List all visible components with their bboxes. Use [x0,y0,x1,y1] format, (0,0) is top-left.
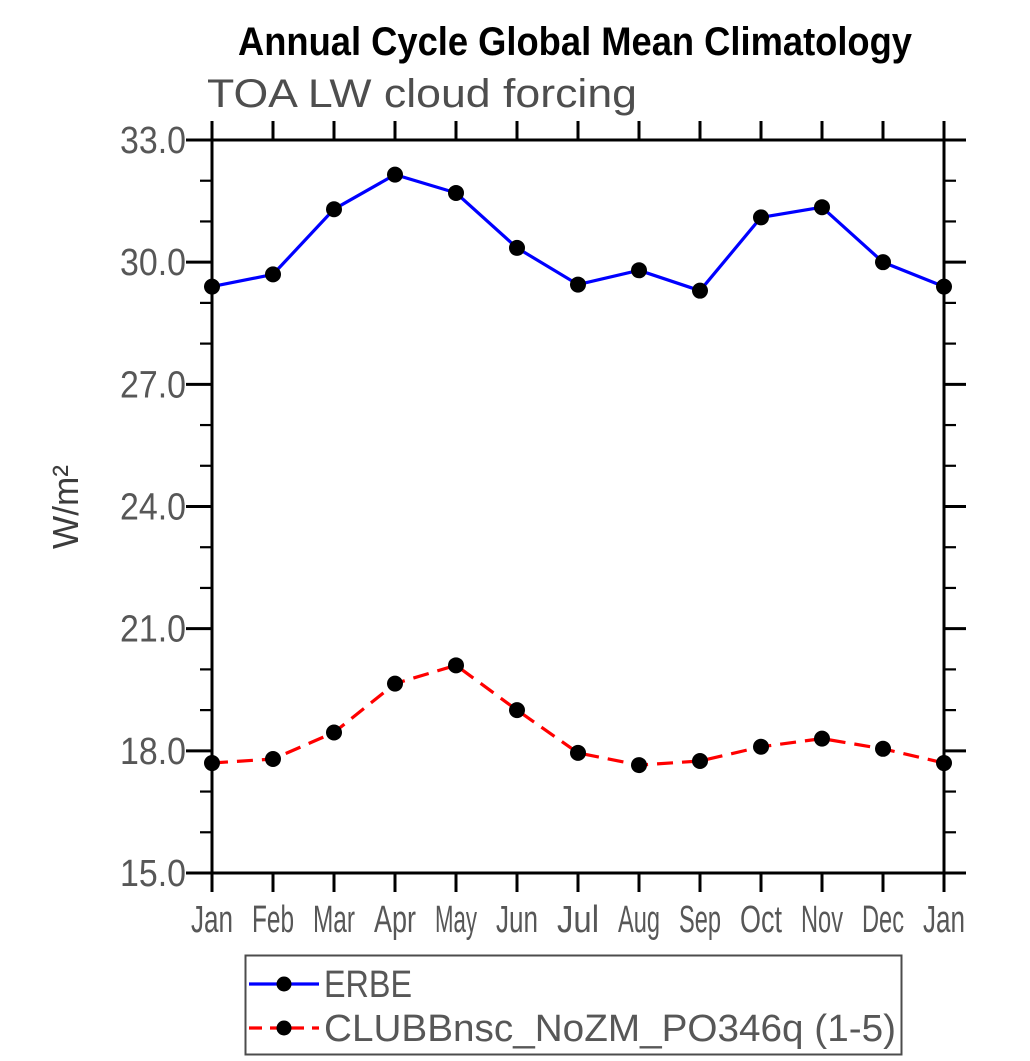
erbe-marker [326,201,342,218]
x-tick-label: Sep [679,899,721,941]
clubb-marker [753,738,769,755]
legend-marker-dot [276,976,292,992]
erbe-marker [387,166,403,183]
legend-entry: ERBE [249,964,412,1006]
legend-label: CLUBBnsc_NoZM_PO346q (1-5) [324,1008,896,1050]
plot-area: 15.0 18.0 21.0 24.0 27.0 30.0 33.0 Jan Feb Mar Apr… [120,120,966,941]
clubb-marker [265,750,281,767]
x-tick-label: Oct [740,899,782,941]
plot-frame [210,138,946,875]
legend-entry: CLUBBnsc_NoZM_PO346q (1-5) [249,1008,896,1050]
x-tick-label: Mar [313,899,355,941]
erbe-line [211,172,945,293]
erbe-marker [631,262,647,279]
erbe-marker [692,282,708,299]
chart-title: Annual Cycle Global Mean Climatology [238,20,913,64]
x-tick-label: Jun [496,899,538,941]
y-tick-label: 30.0 [120,242,186,284]
erbe-marker [936,278,952,295]
x-tick-label: May [435,899,477,941]
x-tick-label: Aug [618,899,660,941]
erbe-marker [753,209,769,226]
y-tick-label: 33.0 [120,120,186,162]
clubb-marker [204,755,220,772]
legend-box [244,954,903,1056]
x-tick-label: Feb [252,899,294,941]
legend-label: ERBE [324,964,412,1006]
clubb-marker [326,724,342,741]
erbe-marker [875,254,891,271]
chart-subtitle: TOA LW cloud forcing [207,72,637,116]
x-tick-label: Jul [557,899,599,941]
erbe-marker [265,266,281,283]
clubb-marker [814,730,830,747]
x-tick-label: Jan [191,899,233,941]
legend-marker-dot [276,1020,292,1036]
x-tick-label: Nov [801,899,843,941]
y-tick-label: 18.0 [120,731,186,773]
clubb-marker [692,753,708,770]
x-tick-label: Dec [862,899,904,941]
clubb-marker [509,702,525,719]
x-tick-label: Apr [374,899,416,941]
erbe-marker [814,199,830,216]
y-tick-label: 21.0 [120,609,186,651]
clubb-marker [448,657,464,674]
y-axis-label: W/m² [45,465,86,549]
y-tick-label: 24.0 [120,487,186,529]
clubb-marker [875,740,891,757]
erbe-marker [570,276,586,293]
erbe-marker [509,239,525,256]
clubb-marker [570,744,586,761]
clubb-marker [631,757,647,774]
x-tick-label: Jan [923,899,965,941]
erbe-marker [204,278,220,295]
y-tick-label: 15.0 [120,853,186,895]
y-tick-label: 27.0 [120,364,186,406]
erbe-marker [448,184,464,201]
clubb-marker [387,675,403,692]
clubb-marker [936,755,952,772]
